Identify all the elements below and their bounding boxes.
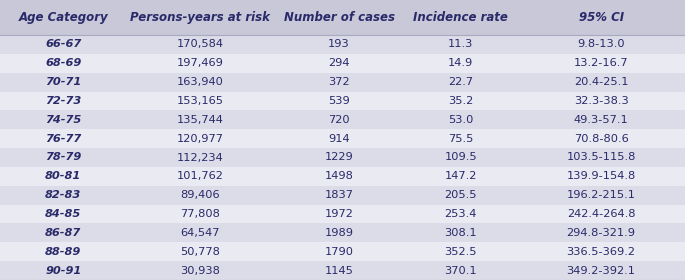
- Text: 95% CI: 95% CI: [579, 11, 623, 24]
- Bar: [0, 261, 685, 280]
- Text: 72-73: 72-73: [45, 96, 82, 106]
- Text: 308.1: 308.1: [445, 228, 477, 238]
- Text: 86-87: 86-87: [45, 228, 82, 238]
- Bar: [0, 223, 685, 242]
- Text: 720: 720: [328, 115, 350, 125]
- Bar: [0, 54, 685, 73]
- Bar: [0, 129, 685, 148]
- Text: 9.8-13.0: 9.8-13.0: [577, 39, 625, 50]
- Bar: [0, 167, 685, 186]
- Text: 914: 914: [328, 134, 350, 144]
- Text: 22.7: 22.7: [448, 77, 473, 87]
- Text: 50,778: 50,778: [180, 247, 221, 257]
- Text: 370.1: 370.1: [445, 265, 477, 276]
- Bar: [0, 73, 685, 92]
- Text: 20.4-25.1: 20.4-25.1: [574, 77, 628, 87]
- Text: 77,808: 77,808: [180, 209, 221, 219]
- Text: 170,584: 170,584: [177, 39, 224, 50]
- Text: 76-77: 76-77: [45, 134, 82, 144]
- Text: 352.5: 352.5: [445, 247, 477, 257]
- Text: 32.3-38.3: 32.3-38.3: [574, 96, 628, 106]
- Text: 1229: 1229: [325, 153, 353, 162]
- Bar: [0, 242, 685, 261]
- Bar: [0, 35, 685, 54]
- Bar: [0, 186, 685, 205]
- Text: 242.4-264.8: 242.4-264.8: [566, 209, 635, 219]
- Text: 1989: 1989: [325, 228, 353, 238]
- Text: 1837: 1837: [325, 190, 353, 200]
- Text: 14.9: 14.9: [448, 58, 473, 68]
- Text: 30,938: 30,938: [180, 265, 221, 276]
- Text: 139.9-154.8: 139.9-154.8: [566, 171, 636, 181]
- Text: 163,940: 163,940: [177, 77, 224, 87]
- Text: 11.3: 11.3: [448, 39, 473, 50]
- Text: 68-69: 68-69: [45, 58, 82, 68]
- Text: Persons-years at risk: Persons-years at risk: [130, 11, 271, 24]
- Bar: [0, 205, 685, 223]
- Text: 253.4: 253.4: [445, 209, 477, 219]
- Text: 89,406: 89,406: [181, 190, 220, 200]
- Text: 372: 372: [328, 77, 350, 87]
- Text: 1498: 1498: [325, 171, 353, 181]
- Bar: [0, 148, 685, 167]
- Text: 294: 294: [328, 58, 350, 68]
- Text: 88-89: 88-89: [45, 247, 82, 257]
- Text: 112,234: 112,234: [177, 153, 224, 162]
- Text: 153,165: 153,165: [177, 96, 224, 106]
- Text: 53.0: 53.0: [448, 115, 473, 125]
- Text: 75.5: 75.5: [448, 134, 473, 144]
- Text: 70-71: 70-71: [45, 77, 82, 87]
- Bar: [0, 92, 685, 110]
- Text: 294.8-321.9: 294.8-321.9: [566, 228, 636, 238]
- Text: 349.2-392.1: 349.2-392.1: [566, 265, 636, 276]
- Text: 135,744: 135,744: [177, 115, 224, 125]
- Text: 90-91: 90-91: [45, 265, 82, 276]
- Bar: [0, 110, 685, 129]
- Text: 64,547: 64,547: [181, 228, 220, 238]
- Text: Number of cases: Number of cases: [284, 11, 395, 24]
- Text: 193: 193: [328, 39, 350, 50]
- Text: 49.3-57.1: 49.3-57.1: [574, 115, 628, 125]
- Text: Incidence rate: Incidence rate: [413, 11, 508, 24]
- Text: 1145: 1145: [325, 265, 353, 276]
- Text: 205.5: 205.5: [445, 190, 477, 200]
- Text: 120,977: 120,977: [177, 134, 224, 144]
- Text: 66-67: 66-67: [45, 39, 82, 50]
- Text: 101,762: 101,762: [177, 171, 224, 181]
- Text: 103.5-115.8: 103.5-115.8: [566, 153, 636, 162]
- Bar: [0, 0, 685, 35]
- Text: 109.5: 109.5: [445, 153, 477, 162]
- Text: 197,469: 197,469: [177, 58, 224, 68]
- Text: 78-79: 78-79: [45, 153, 82, 162]
- Text: 80-81: 80-81: [45, 171, 82, 181]
- Text: 84-85: 84-85: [45, 209, 82, 219]
- Text: 539: 539: [328, 96, 350, 106]
- Text: 74-75: 74-75: [45, 115, 82, 125]
- Text: 35.2: 35.2: [448, 96, 473, 106]
- Text: 1972: 1972: [325, 209, 353, 219]
- Text: 196.2-215.1: 196.2-215.1: [566, 190, 636, 200]
- Text: 1790: 1790: [325, 247, 353, 257]
- Text: 70.8-80.6: 70.8-80.6: [574, 134, 628, 144]
- Text: 336.5-369.2: 336.5-369.2: [566, 247, 636, 257]
- Text: Age Category: Age Category: [18, 11, 108, 24]
- Text: 82-83: 82-83: [45, 190, 82, 200]
- Text: 13.2-16.7: 13.2-16.7: [574, 58, 628, 68]
- Text: 147.2: 147.2: [445, 171, 477, 181]
